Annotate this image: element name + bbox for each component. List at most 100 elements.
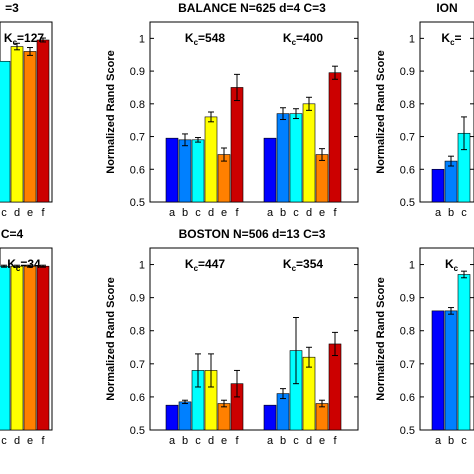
- y-tick-label: 0.8: [130, 99, 145, 111]
- x-tick-label: c: [293, 435, 299, 447]
- y-tick-label: 0.9: [130, 66, 145, 78]
- kc-label: Kc=447: [185, 257, 225, 273]
- bar-c: [191, 139, 205, 203]
- y-tick-label: 0.9: [130, 293, 145, 305]
- x-tick-label: f: [235, 435, 239, 447]
- bar-f: [328, 343, 342, 431]
- bar-a: [165, 137, 179, 203]
- bar-b: [178, 401, 192, 431]
- chart-panel-4: C=4 c d e f Kc=34: [0, 227, 53, 447]
- bar-b: [444, 160, 458, 203]
- x-tick-label: c: [1, 435, 7, 447]
- x-tick-label: d: [14, 435, 20, 447]
- panel-title: ION: [436, 1, 457, 15]
- y-tick-label: 0.6: [400, 392, 415, 404]
- kc-label: Kc=127: [4, 31, 44, 47]
- kc-label: Kc=: [441, 31, 461, 47]
- bar-d: [10, 265, 24, 431]
- y-tick-label: 0.9: [400, 66, 415, 78]
- x-tick-label: f: [41, 435, 45, 447]
- x-tick-label: e: [221, 207, 227, 219]
- bar-a: [263, 137, 277, 203]
- bar-e: [23, 265, 37, 431]
- x-tick-label: a: [435, 207, 442, 219]
- bar-b: [178, 139, 192, 203]
- x-tick-label: c: [195, 207, 201, 219]
- bar-a: [263, 404, 277, 431]
- bar-a: [431, 168, 445, 203]
- x-tick-label: d: [306, 207, 312, 219]
- panel-title: C=4: [1, 227, 24, 241]
- y-tick-label: 0.5: [130, 197, 145, 209]
- bar-d: [204, 116, 218, 203]
- y-tick-label: 1: [139, 33, 145, 45]
- y-axis-label: Normalized Rand Score: [105, 50, 117, 173]
- y-tick-label: 0.5: [130, 425, 145, 437]
- x-tick-label: f: [333, 435, 337, 447]
- x-tick-label: c: [293, 207, 299, 219]
- x-tick-label: a: [267, 207, 274, 219]
- y-tick-label: 0.6: [400, 164, 415, 176]
- y-tick-label: 0.5: [400, 425, 415, 437]
- x-tick-label: d: [306, 435, 312, 447]
- y-axis-label: Normalized Rand Score: [375, 50, 387, 173]
- y-tick-label: 0.6: [130, 392, 145, 404]
- y-tick-label: 1: [409, 260, 415, 272]
- bar-d: [302, 356, 316, 431]
- y-axis-label: Normalized Rand Score: [105, 277, 117, 400]
- x-tick-label: e: [27, 207, 33, 219]
- panel-title: BOSTON N=506 d=13 C=3: [179, 227, 326, 241]
- x-tick-label: e: [319, 435, 325, 447]
- x-tick-label: b: [280, 435, 286, 447]
- x-tick-label: a: [169, 207, 176, 219]
- x-tick-label: f: [41, 207, 45, 219]
- x-tick-label: d: [208, 435, 214, 447]
- kc-label: Kc=354: [283, 257, 323, 273]
- bar-e: [23, 51, 37, 203]
- x-tick-label: b: [448, 435, 454, 447]
- bar-a: [165, 404, 179, 431]
- x-tick-label: c: [461, 207, 467, 219]
- panel-title: =3: [5, 1, 19, 15]
- plot-frame: [149, 21, 359, 203]
- bar-c: [0, 265, 11, 431]
- plot-frame: [149, 247, 359, 431]
- bar-e: [315, 403, 329, 431]
- x-tick-label: f: [333, 207, 337, 219]
- bar-e: [217, 403, 231, 431]
- y-tick-label: 1: [139, 260, 145, 272]
- y-tick-label: 0.7: [130, 132, 145, 144]
- x-tick-label: d: [208, 207, 214, 219]
- x-tick-label: b: [182, 435, 188, 447]
- x-tick-label: a: [267, 435, 274, 447]
- y-tick-label: 0.7: [130, 359, 145, 371]
- y-tick-label: 1: [409, 33, 415, 45]
- chart-panel-6: 0.5 0.6 0.7 0.8 0.9 1 Normalized Rand Score a b c…: [375, 247, 474, 447]
- x-tick-label: c: [195, 435, 201, 447]
- y-tick-label: 0.8: [130, 326, 145, 338]
- y-tick-label: 0.7: [400, 359, 415, 371]
- bar-d: [10, 46, 24, 203]
- chart-panel-2: BALANCE N=625 d=4 C=3 0.5 0.6 0.7 0.8 0.9 1 Nor…: [105, 1, 359, 219]
- chart-panel-1: =3 c d e f Kc=127: [0, 1, 53, 219]
- kc-label: Kc=400: [283, 31, 323, 47]
- bar-f: [36, 265, 50, 431]
- y-tick-label: 0.5: [400, 197, 415, 209]
- bar-c: [0, 60, 11, 203]
- x-tick-label: c: [1, 207, 7, 219]
- bar-f: [36, 39, 50, 203]
- x-tick-label: e: [221, 435, 227, 447]
- y-tick-label: 0.6: [130, 164, 145, 176]
- y-tick-label: 0.9: [400, 293, 415, 305]
- y-axis-label: Normalized Rand Score: [375, 277, 387, 400]
- chart-panel-5: BOSTON N=506 d=13 C=3 0.5 0.6 0.7 0.8 0.9 1 Nor…: [105, 227, 359, 447]
- bar-a: [431, 310, 445, 431]
- bar-d: [302, 103, 316, 203]
- bar-c: [457, 274, 471, 431]
- x-tick-label: b: [280, 207, 286, 219]
- bar-c: [289, 113, 303, 203]
- panel-title: BALANCE N=625 d=4 C=3: [178, 1, 326, 15]
- bar-f: [230, 87, 244, 203]
- x-tick-label: b: [182, 207, 188, 219]
- bar-b: [444, 310, 458, 431]
